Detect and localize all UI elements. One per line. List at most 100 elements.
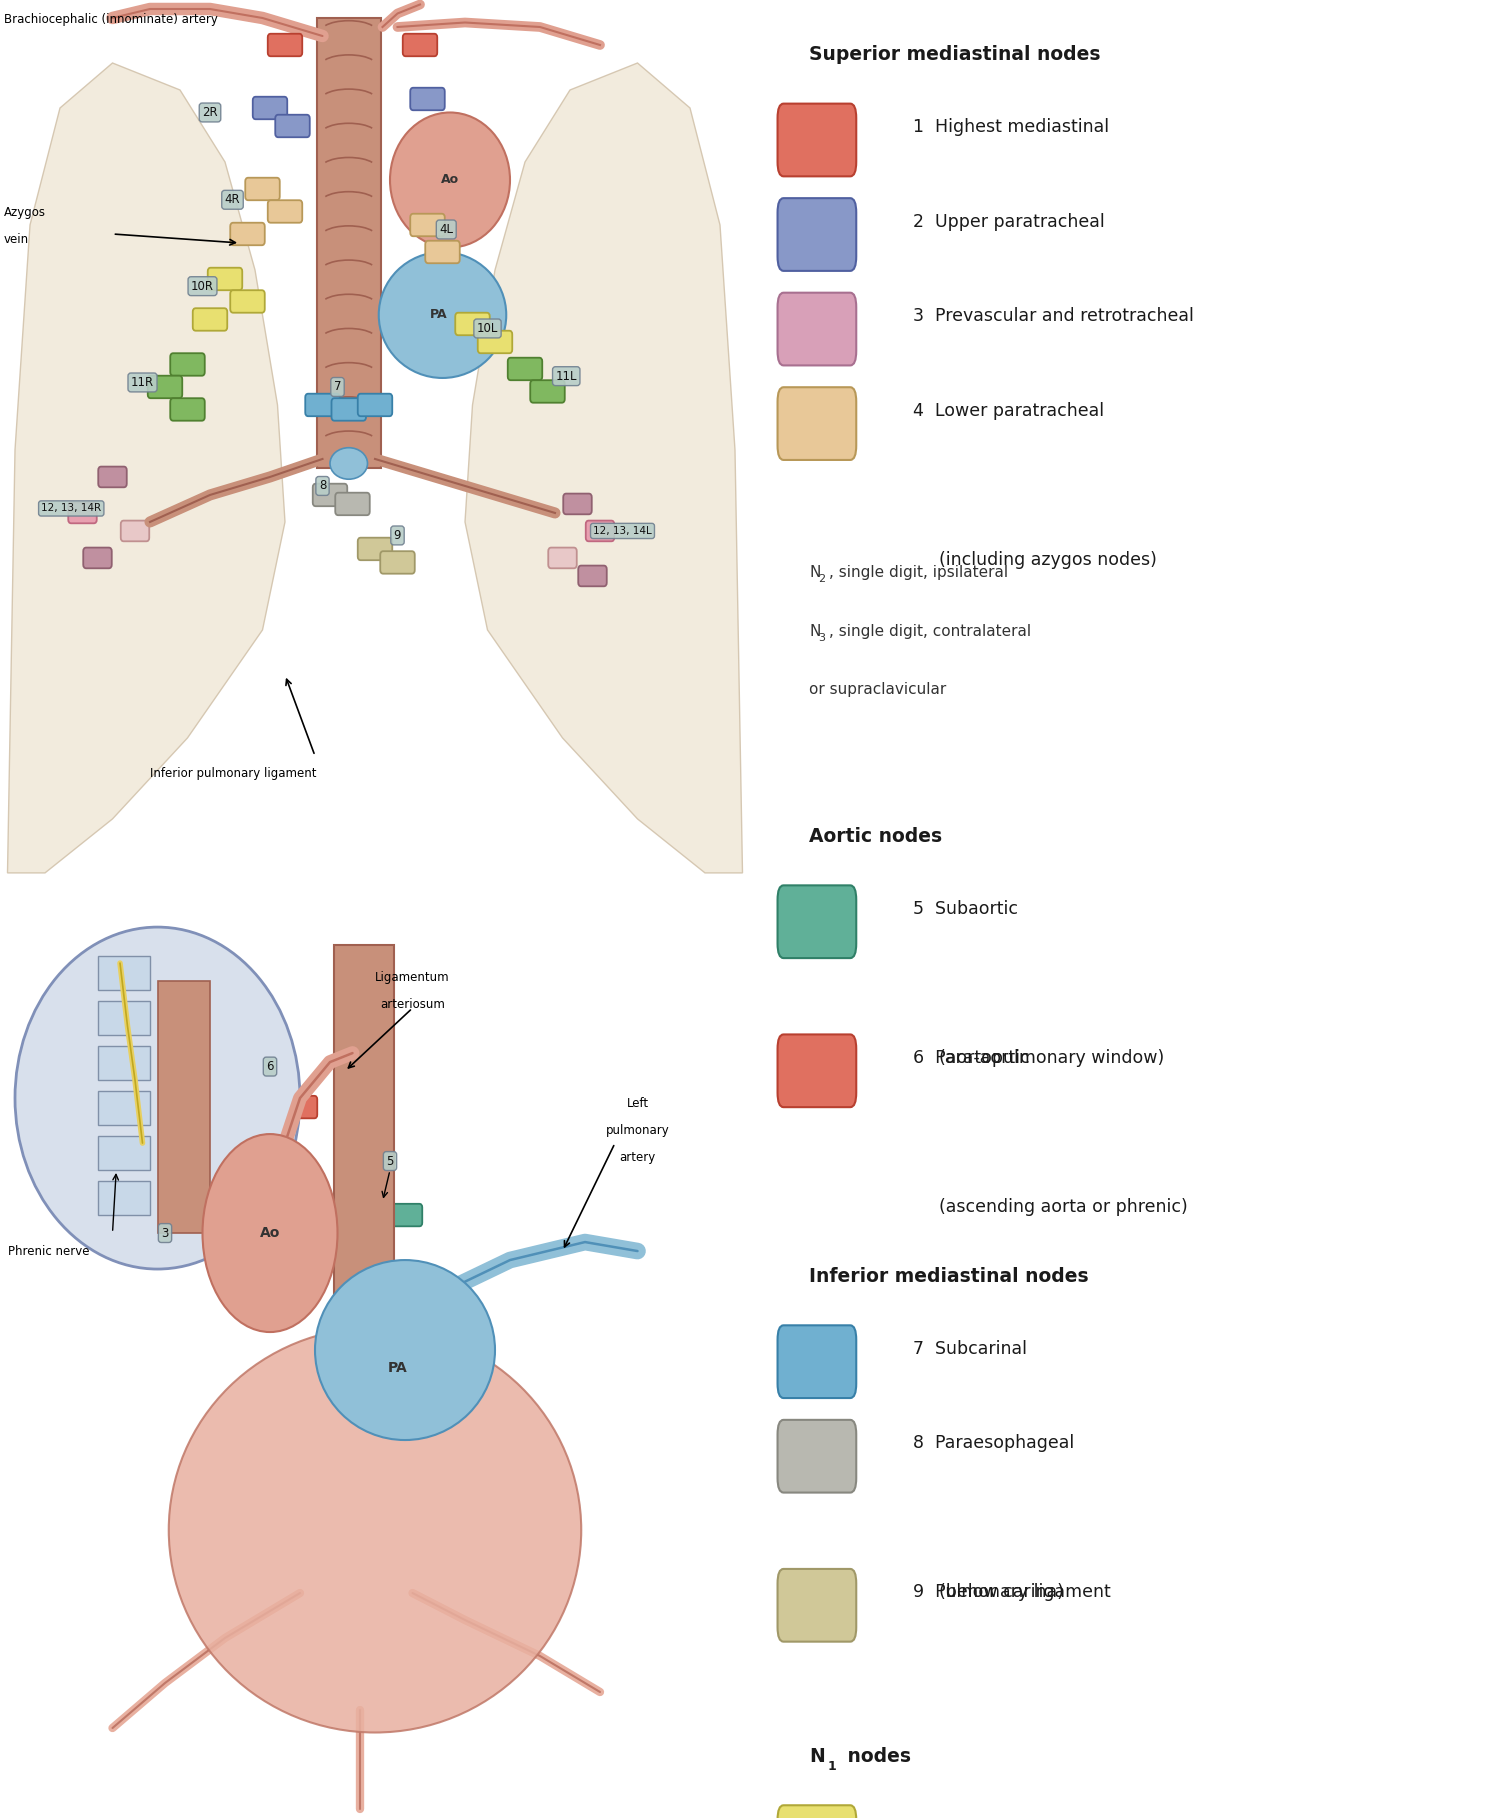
Text: Inferior pulmonary ligament: Inferior pulmonary ligament — [150, 767, 316, 780]
FancyBboxPatch shape — [246, 1105, 279, 1127]
FancyBboxPatch shape — [267, 35, 302, 56]
FancyBboxPatch shape — [777, 1569, 856, 1642]
FancyBboxPatch shape — [777, 1805, 856, 1818]
Text: Superior mediastinal nodes: Superior mediastinal nodes — [810, 45, 1101, 64]
Text: artery: artery — [620, 1151, 656, 1164]
FancyBboxPatch shape — [531, 380, 564, 404]
Text: 4L: 4L — [440, 224, 453, 236]
FancyBboxPatch shape — [777, 1325, 856, 1398]
FancyBboxPatch shape — [426, 240, 459, 264]
FancyBboxPatch shape — [282, 1096, 318, 1118]
Text: , single digit, contralateral: , single digit, contralateral — [830, 624, 1030, 638]
FancyBboxPatch shape — [69, 502, 96, 524]
FancyBboxPatch shape — [276, 115, 309, 136]
Text: 3: 3 — [819, 633, 825, 644]
Bar — [98, 956, 150, 991]
FancyBboxPatch shape — [183, 1167, 214, 1191]
Text: Azygos: Azygos — [3, 205, 45, 218]
Text: Ao: Ao — [260, 1225, 280, 1240]
Ellipse shape — [202, 1134, 338, 1333]
Text: 2: 2 — [819, 574, 825, 585]
Polygon shape — [8, 64, 285, 873]
Text: (ascending aorta or phrenic): (ascending aorta or phrenic) — [939, 1198, 1188, 1216]
Text: , single digit, ipsilateral: , single digit, ipsilateral — [830, 565, 1008, 580]
FancyBboxPatch shape — [304, 395, 339, 416]
Bar — [98, 1136, 150, 1171]
FancyBboxPatch shape — [564, 494, 591, 514]
Text: 7  Subcarinal: 7 Subcarinal — [914, 1340, 1028, 1358]
FancyBboxPatch shape — [170, 353, 204, 376]
FancyBboxPatch shape — [357, 395, 392, 416]
Text: (including azygos nodes): (including azygos nodes) — [939, 551, 1158, 569]
FancyBboxPatch shape — [402, 35, 436, 56]
FancyBboxPatch shape — [336, 493, 369, 514]
Text: 1  Highest mediastinal: 1 Highest mediastinal — [914, 118, 1110, 136]
Text: (below carina): (below carina) — [939, 1583, 1065, 1602]
Bar — [98, 1002, 150, 1034]
FancyBboxPatch shape — [170, 398, 204, 420]
Text: 12, 13, 14L: 12, 13, 14L — [592, 525, 652, 536]
Text: 6  Para-aortic: 6 Para-aortic — [914, 1049, 1030, 1067]
FancyBboxPatch shape — [579, 565, 606, 585]
FancyBboxPatch shape — [207, 267, 243, 291]
FancyBboxPatch shape — [777, 1420, 856, 1493]
FancyBboxPatch shape — [777, 885, 856, 958]
Text: 8: 8 — [320, 480, 326, 493]
Text: vein: vein — [3, 233, 29, 245]
Text: 6: 6 — [267, 1060, 273, 1073]
Text: 5  Subaortic: 5 Subaortic — [914, 900, 1019, 918]
Text: N: N — [810, 1747, 825, 1765]
Bar — [98, 1045, 150, 1080]
FancyBboxPatch shape — [410, 215, 444, 236]
Text: 2R: 2R — [202, 105, 217, 118]
Text: 5: 5 — [387, 1154, 393, 1167]
Text: N: N — [810, 565, 820, 580]
Text: 9: 9 — [393, 529, 402, 542]
Text: (aortopulmonary window): (aortopulmonary window) — [939, 1049, 1164, 1067]
FancyBboxPatch shape — [777, 104, 856, 176]
FancyBboxPatch shape — [120, 520, 150, 542]
Text: 3: 3 — [162, 1227, 168, 1240]
FancyBboxPatch shape — [777, 198, 856, 271]
Ellipse shape — [315, 1260, 495, 1440]
Text: 11R: 11R — [130, 376, 154, 389]
FancyBboxPatch shape — [357, 1194, 392, 1218]
Text: Ao: Ao — [441, 173, 459, 187]
FancyBboxPatch shape — [357, 538, 392, 560]
FancyBboxPatch shape — [148, 376, 183, 398]
FancyBboxPatch shape — [549, 547, 576, 569]
Text: 3  Prevascular and retrotracheal: 3 Prevascular and retrotracheal — [914, 307, 1194, 325]
FancyBboxPatch shape — [477, 331, 512, 353]
FancyBboxPatch shape — [186, 1076, 219, 1102]
Text: Phrenic nerve: Phrenic nerve — [8, 1245, 88, 1258]
FancyBboxPatch shape — [507, 358, 543, 380]
Ellipse shape — [168, 1327, 582, 1733]
FancyBboxPatch shape — [252, 96, 288, 120]
Text: N: N — [810, 624, 820, 638]
Text: 10R: 10R — [190, 280, 214, 293]
Text: 2  Upper paratracheal: 2 Upper paratracheal — [914, 213, 1106, 231]
FancyBboxPatch shape — [99, 467, 126, 487]
Text: pulmonary: pulmonary — [606, 1124, 669, 1136]
Text: 9  Pulmonary ligament: 9 Pulmonary ligament — [914, 1583, 1112, 1602]
Text: Inferior mediastinal nodes: Inferior mediastinal nodes — [810, 1267, 1089, 1285]
Text: 7: 7 — [333, 380, 340, 393]
Text: nodes: nodes — [840, 1747, 910, 1765]
Bar — [98, 1182, 150, 1214]
FancyBboxPatch shape — [312, 484, 346, 505]
Text: Ligamentum: Ligamentum — [375, 971, 450, 984]
Text: Left: Left — [627, 1096, 648, 1111]
Bar — [98, 1091, 150, 1125]
Ellipse shape — [378, 253, 506, 378]
Bar — [158, 982, 210, 1233]
FancyBboxPatch shape — [777, 387, 856, 460]
FancyBboxPatch shape — [585, 520, 615, 542]
Circle shape — [15, 927, 300, 1269]
FancyBboxPatch shape — [267, 200, 302, 224]
FancyBboxPatch shape — [192, 309, 226, 331]
Text: 12, 13, 14R: 12, 13, 14R — [40, 504, 102, 513]
Text: 11L: 11L — [555, 369, 578, 382]
FancyBboxPatch shape — [777, 293, 856, 365]
FancyBboxPatch shape — [454, 313, 489, 335]
FancyBboxPatch shape — [246, 178, 279, 200]
